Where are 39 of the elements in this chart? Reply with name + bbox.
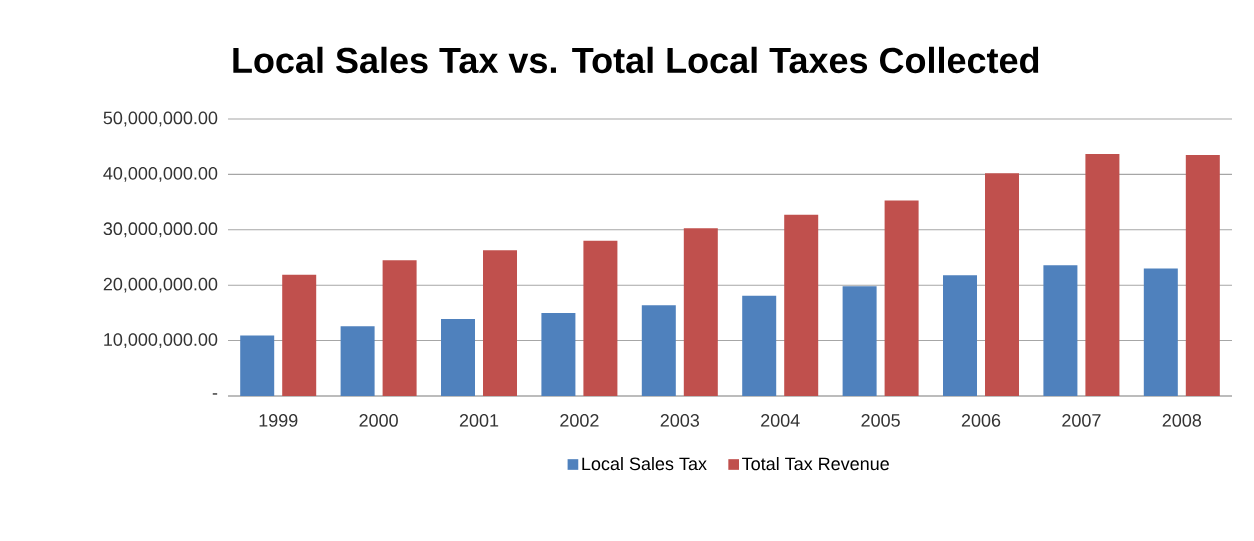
x-tick-label: 2002 bbox=[560, 414, 599, 427]
bar bbox=[641, 305, 676, 396]
x-tick-label: 2003 bbox=[660, 414, 700, 427]
chart-title: Local Sales Tax vs. Total Local Taxes Collected bbox=[233, 46, 1039, 74]
x-tick-label: 2005 bbox=[861, 414, 900, 427]
x-tick-label: 1999 bbox=[259, 414, 298, 427]
y-tick-label: 10,000,000.00 bbox=[104, 333, 218, 349]
bar bbox=[1085, 153, 1120, 396]
x-tick-label: 2001 bbox=[459, 414, 499, 427]
bar bbox=[1143, 268, 1178, 396]
bar bbox=[683, 228, 718, 396]
bar bbox=[842, 286, 877, 396]
bar bbox=[382, 260, 417, 396]
bar bbox=[441, 318, 475, 396]
bar bbox=[483, 250, 517, 396]
bar bbox=[884, 200, 919, 396]
bar bbox=[282, 274, 317, 396]
bar bbox=[742, 295, 777, 396]
bar bbox=[583, 240, 618, 396]
y-tick-label: 40,000,000.00 bbox=[103, 166, 218, 182]
y-tick-label: 50,000,000.00 bbox=[103, 111, 218, 127]
x-tick-label: 2004 bbox=[761, 414, 800, 427]
bar bbox=[1185, 155, 1220, 396]
legend-label: Local Sales Tax bbox=[582, 456, 707, 471]
bar bbox=[1043, 265, 1078, 396]
bar bbox=[240, 335, 275, 396]
y-tick-label: 20,000,000.00 bbox=[103, 277, 218, 293]
x-tick-label: 2008 bbox=[1162, 414, 1202, 427]
y-tick-label: - bbox=[212, 393, 218, 395]
x-tick-label: 2000 bbox=[359, 414, 398, 427]
bar bbox=[784, 214, 819, 396]
bar bbox=[985, 173, 1020, 396]
bar bbox=[541, 312, 576, 396]
y-tick-label: 30,000,000.00 bbox=[103, 222, 218, 238]
bar bbox=[943, 275, 978, 396]
bar bbox=[340, 326, 375, 396]
x-tick-label: 2007 bbox=[1062, 414, 1101, 427]
x-tick-label: 2006 bbox=[961, 414, 1001, 427]
legend-label: Total Tax Revenue bbox=[742, 456, 889, 471]
